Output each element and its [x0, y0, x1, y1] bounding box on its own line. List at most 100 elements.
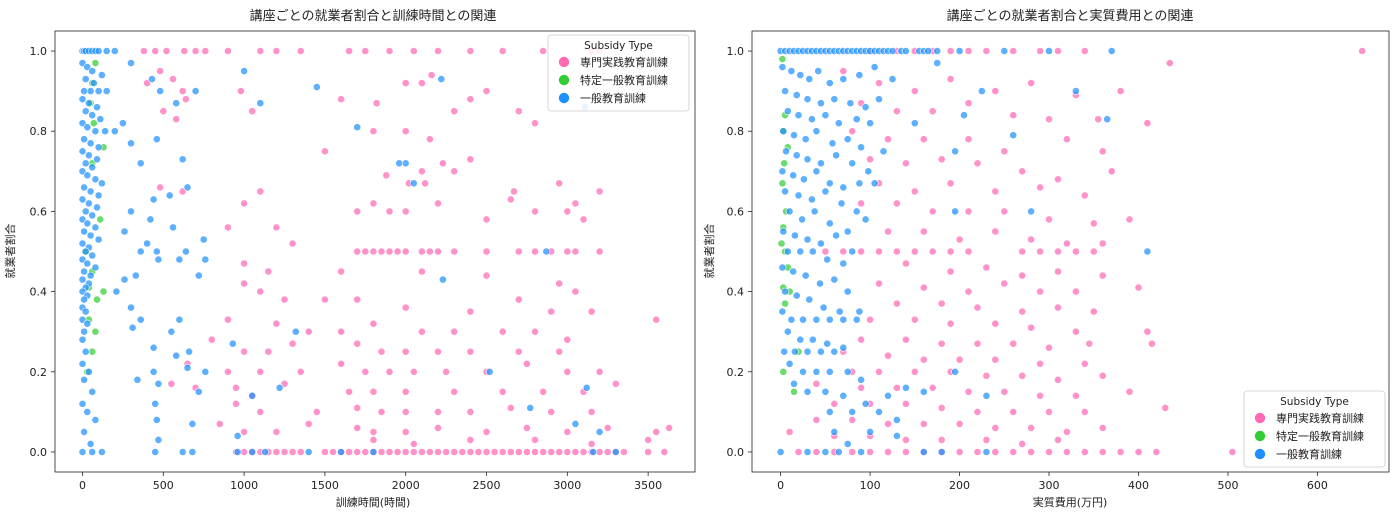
left-data-point [304, 448, 313, 456]
left-data-point [539, 47, 547, 55]
right-data-point [812, 415, 821, 424]
right-data-point [928, 207, 937, 216]
left-data-point [401, 427, 410, 436]
right-data-point [825, 367, 834, 376]
left-data-point [256, 47, 265, 55]
right-data-point [1054, 175, 1062, 184]
left-data-point [514, 107, 523, 116]
right-data-point [982, 391, 991, 400]
left-data-point [272, 319, 281, 328]
left-data-point [498, 327, 507, 336]
left-y-tick-label: 0.8 [30, 125, 48, 138]
right-data-point [776, 448, 785, 456]
left-scatter-points [78, 47, 673, 456]
left-data-point [94, 47, 103, 55]
right-data-point [928, 107, 937, 116]
right-data-point [779, 227, 788, 236]
right-data-point [861, 399, 870, 408]
right-data-point [794, 111, 803, 120]
left-data-point [101, 127, 109, 136]
right-data-point [875, 407, 883, 416]
left-data-point [280, 295, 289, 304]
right-data-point [792, 91, 801, 99]
right-data-point [919, 135, 928, 144]
left-data-point [172, 99, 181, 108]
right-data-point [839, 259, 848, 268]
right-data-point [857, 199, 865, 208]
left-x-tick-label: 2000 [392, 479, 420, 492]
right-data-point [843, 227, 852, 236]
right-data-point [828, 139, 837, 148]
left-data-point [385, 47, 394, 55]
left-data-point [385, 247, 394, 256]
right-data-point [946, 267, 955, 276]
left-data-point [136, 159, 145, 168]
right-data-point [839, 315, 848, 324]
right-y-tick-label: 1.0 [727, 45, 745, 58]
left-data-point [409, 448, 418, 456]
right-data-point [1036, 247, 1044, 256]
left-data-point [563, 207, 572, 216]
left-data-point [450, 167, 459, 176]
left-data-point [434, 199, 442, 208]
left-data-point [81, 247, 90, 256]
left-data-point [291, 327, 300, 336]
left-data-point [539, 448, 547, 456]
left-data-point [458, 448, 467, 456]
left-data-point [482, 271, 491, 280]
right-data-point [866, 427, 874, 436]
right-data-point [964, 47, 973, 55]
right-data-point [823, 339, 832, 348]
right-data-point [866, 155, 874, 164]
right-data-point [973, 448, 982, 456]
left-data-point [91, 263, 100, 272]
right-data-point [937, 155, 946, 164]
right-data-point [1018, 247, 1027, 256]
right-data-point [1009, 131, 1018, 140]
left-data-point [133, 375, 142, 384]
right-data-point [803, 448, 812, 456]
left-data-point [91, 223, 100, 232]
right-data-point [1027, 207, 1035, 216]
left-data-point [587, 307, 596, 316]
left-data-point [78, 239, 87, 248]
left-data-point [296, 367, 305, 376]
right-data-point [919, 227, 928, 236]
right-data-point [857, 247, 865, 256]
left-data-point [595, 367, 604, 376]
left-data-point [240, 347, 248, 356]
left-data-point [169, 223, 177, 232]
left-data-point [385, 367, 394, 376]
right-data-point [1143, 327, 1152, 336]
left-x-tick-label: 3000 [553, 479, 581, 492]
right-data-point [830, 275, 839, 284]
right-data-point [1018, 167, 1027, 176]
right-data-point [933, 47, 942, 55]
right-data-point [839, 247, 848, 256]
left-data-point [149, 367, 158, 376]
left-data-point [181, 95, 190, 104]
right-data-point [1134, 448, 1143, 456]
right-data-point [817, 159, 825, 168]
left-data-point [417, 167, 426, 176]
left-data-point [223, 47, 232, 55]
left-data-point [563, 448, 572, 456]
left-data-point [96, 115, 105, 124]
left-data-point [547, 307, 556, 316]
right-data-point [839, 391, 848, 400]
left-data-point [466, 307, 475, 316]
left-data-point [88, 211, 97, 220]
right-y-tick-label: 0.8 [727, 125, 745, 138]
left-data-point [131, 271, 140, 280]
right-data-point [783, 247, 792, 256]
right-data-point [1107, 47, 1116, 55]
left-data-point [401, 347, 410, 356]
left-data-point [264, 347, 273, 356]
left-data-point [417, 79, 426, 87]
left-data-point [288, 239, 297, 248]
left-legend-marker-2 [558, 74, 570, 86]
right-data-point [855, 179, 864, 188]
